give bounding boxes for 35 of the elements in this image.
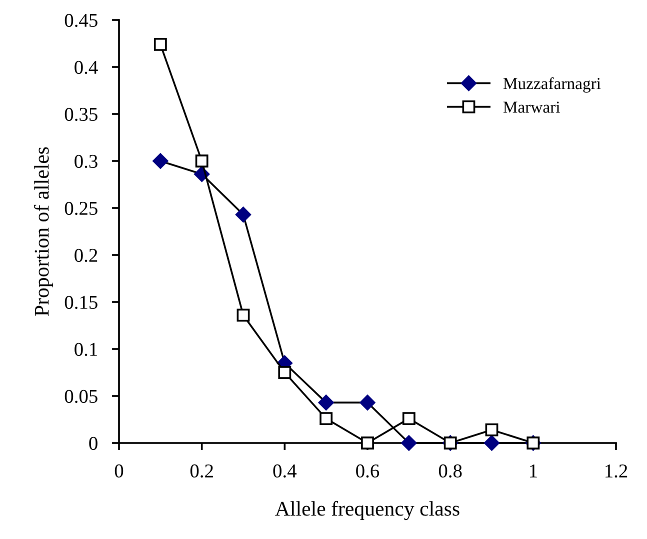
legend-label: Muzzafarnagri [503,77,601,93]
y-tick-label: 0.1 [74,342,97,356]
point [236,308,250,322]
point [360,394,376,410]
y-tick-label: 0.05 [64,390,98,404]
y-tick-label: 0 [89,436,98,450]
point [195,154,208,168]
x-tick-label: 1 [530,464,537,478]
point [402,412,416,426]
point [484,435,500,451]
y-tick-label: 0.4 [74,60,98,74]
point [154,38,167,51]
x-axis-title: Allele frequency class [275,500,460,520]
y-tick-label: 0.15 [64,296,98,310]
y-axis-title: Proportion of alleles [34,147,54,316]
point [235,206,252,222]
point [361,436,374,450]
x-tick-label: 0 [114,464,124,478]
y-tick-label: 0.2 [74,248,98,262]
point [152,153,168,169]
point [318,394,334,410]
x-tick-label: 0.8 [438,464,462,478]
legend-label: Marwari [503,102,560,113]
point [485,423,498,436]
y-tick-label: 0.25 [64,202,98,216]
x-tick-label: 1.2 [606,464,628,478]
x-tick-label: 0.2 [190,464,213,478]
y-tick-label: 0.45 [64,14,98,28]
y-tick-label: 0.3 [74,154,98,168]
x-tick-label: 0.6 [356,464,380,478]
y-tick-label: 0.35 [64,108,98,122]
point [278,366,292,379]
point [320,412,333,426]
point [401,435,417,451]
x-tick-label: 0.4 [273,464,297,478]
